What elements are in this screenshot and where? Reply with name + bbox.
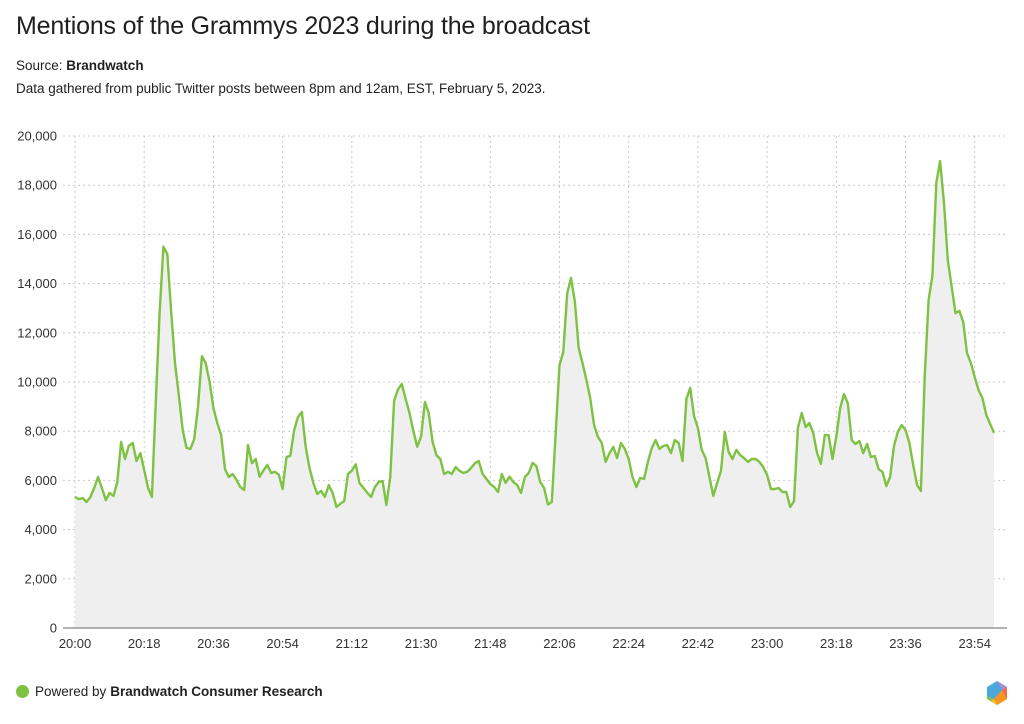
x-tick-label: 22:42 (682, 636, 715, 651)
powered-by-name: Brandwatch Consumer Research (110, 684, 323, 699)
x-tick-label: 22:24 (612, 636, 645, 651)
footer: Powered by Brandwatch Consumer Research (16, 684, 323, 699)
y-tick-label: 18,000 (17, 178, 57, 193)
mentions-series-line (74, 159, 996, 509)
brandwatch-hexagon-logo-icon[interactable] (985, 680, 1009, 706)
source-name: Brandwatch (66, 58, 144, 73)
mentions-area-fill (75, 161, 994, 628)
chart-title: Mentions of the Grammys 2023 during the … (16, 12, 590, 40)
x-tick-label: 23:18 (820, 636, 853, 651)
x-tick-label: 21:12 (336, 636, 369, 651)
x-tick-label: 20:00 (59, 636, 92, 651)
x-tick-label: 23:00 (751, 636, 784, 651)
y-tick-label: 4,000 (24, 522, 57, 537)
y-tick-label: 12,000 (17, 325, 57, 340)
y-tick-label: 14,000 (17, 276, 57, 291)
x-tick-label: 21:48 (474, 636, 507, 651)
x-tick-label: 23:36 (889, 636, 922, 651)
powered-by-label: Powered by (35, 684, 107, 699)
x-tick-label: 20:54 (266, 636, 299, 651)
y-tick-label: 20,000 (17, 129, 57, 144)
x-tick-label: 21:30 (405, 636, 438, 651)
y-tick-label: 16,000 (17, 227, 57, 242)
y-tick-label: 8,000 (24, 424, 57, 439)
source-label: Source: (16, 58, 63, 73)
x-tick-label: 23:54 (958, 636, 991, 651)
y-tick-label: 0 (50, 621, 57, 636)
x-tick-label: 22:06 (543, 636, 576, 651)
y-axis-ticks: 0 2,000 4,000 6,000 8,000 10,000 12,000 14,000 1… (17, 129, 57, 636)
x-axis-ticks: 20:00 20:18 20:36 20:54 21:12 21:30 21:48 22:06… (59, 636, 991, 651)
y-tick-label: 10,000 (17, 375, 57, 390)
data-note: Data gathered from public Twitter posts … (16, 81, 546, 96)
y-tick-label: 6,000 (24, 473, 57, 488)
source-line: Source: Brandwatch (16, 58, 144, 73)
x-tick-label: 20:36 (197, 636, 230, 651)
x-tick-label: 20:18 (128, 636, 161, 651)
y-tick-label: 2,000 (24, 571, 57, 586)
green-circle-icon (16, 685, 29, 698)
